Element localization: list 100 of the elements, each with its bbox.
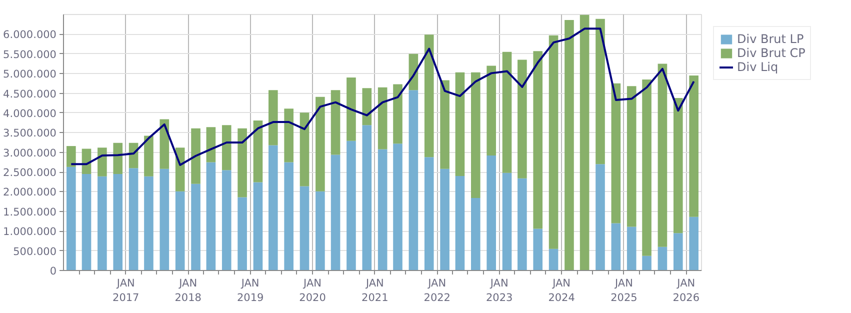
bar (98, 148, 107, 176)
bar (66, 166, 76, 270)
bar (393, 144, 402, 270)
bar (673, 233, 683, 270)
bar (300, 186, 310, 270)
bar (486, 66, 496, 156)
bar (658, 246, 668, 270)
x-tick-label: JAN 2019 (236, 278, 264, 304)
bar (440, 80, 450, 169)
y-tick-label: 5.000.000 (3, 68, 57, 81)
x-tick-label: JAN 2018 (174, 278, 202, 304)
line-series (70, 28, 695, 166)
bar (113, 174, 123, 270)
bar (533, 228, 543, 270)
bar (316, 191, 325, 270)
bar (673, 98, 683, 234)
bar (611, 83, 621, 224)
bar (175, 191, 185, 270)
y-tick-label: 2.500.000 (3, 167, 57, 180)
bar (362, 88, 372, 126)
bar (642, 256, 652, 270)
y-tick-label: 6.000.000 (3, 29, 57, 42)
x-tick-label: JAN 2020 (299, 278, 326, 304)
bar (238, 197, 247, 270)
y-tick-label: 500.000 (13, 246, 56, 258)
bar (128, 168, 138, 270)
bar (268, 90, 278, 146)
bar (611, 223, 621, 270)
legend-label: Div Brut LP (737, 32, 804, 46)
bar (689, 216, 698, 270)
bar (346, 140, 356, 270)
bar (268, 145, 278, 270)
bar (548, 248, 558, 270)
y-tick-label: 1.000.000 (3, 226, 57, 238)
bar (393, 84, 402, 144)
bar (502, 52, 512, 173)
bar (191, 184, 200, 270)
y-tick-label: 5.500.000 (3, 48, 57, 61)
bar (378, 87, 388, 150)
bar (191, 128, 200, 184)
bar (144, 176, 154, 270)
bar (471, 198, 480, 270)
x-tick-label: JAN 2026 (672, 278, 700, 304)
x-tick-label: JAN 2017 (112, 278, 140, 304)
bar (533, 51, 543, 229)
bar (502, 172, 512, 270)
y-tick-label: 1.500.000 (3, 206, 57, 218)
bar (424, 34, 434, 158)
bar (642, 79, 652, 256)
bar (82, 174, 92, 270)
x-tick-label: JAN 2025 (610, 278, 638, 304)
bar (98, 176, 107, 270)
bar (222, 125, 232, 170)
bar (455, 176, 465, 270)
y-tick-label: 3.500.000 (3, 128, 57, 140)
bar (222, 170, 232, 270)
bar (596, 18, 605, 164)
bar (455, 72, 465, 176)
bar (113, 142, 123, 174)
bar (330, 154, 340, 270)
bar (518, 178, 527, 270)
bar (66, 146, 76, 167)
bar (658, 64, 668, 247)
legend-label: Div Brut CP (737, 46, 806, 60)
bar (518, 60, 527, 178)
bar (284, 162, 294, 270)
x-tick-label: JAN 2022 (424, 278, 451, 304)
bar (346, 78, 356, 141)
x-tick-label: JAN 2024 (548, 278, 576, 304)
bar (440, 168, 450, 270)
bar (378, 149, 388, 270)
bar (206, 162, 216, 270)
bar (284, 108, 294, 162)
bar (253, 182, 263, 270)
bar (580, 14, 590, 270)
bar (160, 168, 170, 270)
bar (316, 96, 325, 192)
bar (300, 112, 310, 186)
bar (626, 226, 636, 270)
y-tick-label: 3.000.000 (3, 147, 57, 160)
bar (238, 128, 247, 198)
bar (408, 90, 418, 270)
y-tick-label: 4.500.000 (3, 88, 57, 100)
bar (362, 125, 372, 270)
bar (206, 127, 216, 162)
y-tick-label: 2.000.000 (3, 186, 57, 199)
bar (424, 157, 434, 270)
bar (548, 35, 558, 249)
bar (626, 86, 636, 227)
bar (471, 72, 480, 198)
y-tick-label: 4.000.000 (3, 108, 57, 120)
bar (486, 155, 496, 270)
bar (596, 164, 605, 270)
legend-label: Div Liq (737, 60, 778, 74)
x-tick-label: JAN 2021 (362, 278, 388, 304)
y-tick-label: 0 (50, 266, 57, 278)
bar (689, 76, 698, 217)
bar (564, 20, 574, 270)
x-tick-label: JAN 2023 (486, 278, 513, 304)
bar (330, 90, 340, 155)
